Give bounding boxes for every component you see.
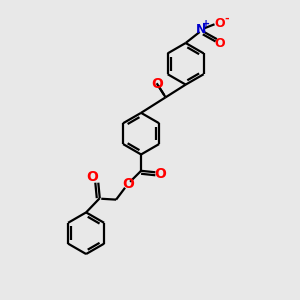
Text: +: + [202,19,210,29]
Text: O: O [122,177,134,191]
Text: O: O [151,77,163,91]
Text: O: O [214,37,225,50]
Text: O: O [86,170,98,184]
Text: N: N [196,23,206,36]
Text: O: O [154,167,166,181]
Text: -: - [225,14,229,24]
Text: O: O [214,17,225,30]
